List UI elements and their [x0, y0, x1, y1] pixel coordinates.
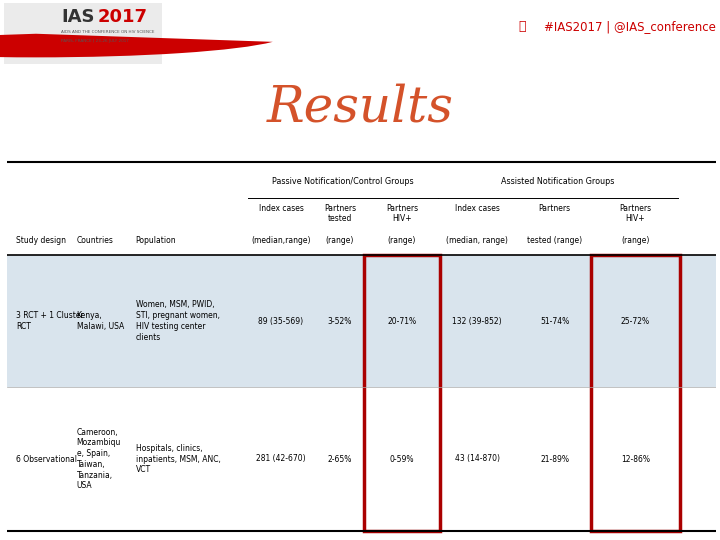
Bar [4, 3, 162, 64]
Text: Hospitals, clinics,
inpatients, MSM, ANC,
VCT: Hospitals, clinics, inpatients, MSM, ANC… [135, 444, 220, 474]
Text: (range): (range) [621, 236, 649, 245]
Text: (median,range): (median,range) [251, 236, 311, 245]
Text: 12-86%: 12-86% [621, 455, 650, 463]
Text: 2-65%: 2-65% [328, 455, 352, 463]
Text: Passive Notification/Control Groups: Passive Notification/Control Groups [272, 177, 414, 186]
Text: Index cases: Index cases [258, 204, 303, 213]
Bar [591, 255, 680, 531]
Text: Results: Results [266, 83, 454, 132]
Text: tested (range): tested (range) [527, 236, 582, 245]
Text: 132 (39-852): 132 (39-852) [452, 316, 502, 326]
Text: 43 (14-870): 43 (14-870) [454, 455, 500, 463]
Text: Partners
HIV+: Partners HIV+ [386, 204, 418, 223]
Text: Partners
HIV+: Partners HIV+ [619, 204, 652, 223]
Text: Women, MSM, PWID,
STI, pregnant women,
HIV testing center
clients: Women, MSM, PWID, STI, pregnant women, H… [135, 300, 220, 342]
Text: (range): (range) [325, 236, 354, 245]
Text: 89 (35-569): 89 (35-569) [258, 316, 304, 326]
Text: 25-72%: 25-72% [621, 316, 650, 326]
Text: #IAS2017 | @IAS_conference: #IAS2017 | @IAS_conference [544, 21, 716, 33]
Text: Partners
tested: Partners tested [324, 204, 356, 223]
Text: 3-52%: 3-52% [328, 316, 352, 326]
Bar [7, 387, 716, 531]
Text: Countries: Countries [77, 236, 114, 245]
Text: IAS: IAS [61, 8, 95, 25]
Bar [7, 255, 716, 387]
Wedge shape [0, 33, 273, 57]
Text: Kenya,
Malawi, USA: Kenya, Malawi, USA [77, 311, 124, 331]
Text: 🐦: 🐦 [518, 21, 526, 33]
Text: 21-89%: 21-89% [540, 455, 570, 463]
Bar [364, 255, 440, 531]
Text: 281 (42-670): 281 (42-670) [256, 455, 306, 463]
Text: Population: Population [135, 236, 176, 245]
Text: (median, range): (median, range) [446, 236, 508, 245]
Text: Partners: Partners [539, 204, 571, 213]
Text: AIDS AND THE CONFERENCE ON HIV SCIENCE: AIDS AND THE CONFERENCE ON HIV SCIENCE [61, 30, 155, 35]
Text: Assisted Notification Groups: Assisted Notification Groups [501, 177, 615, 186]
Text: Study design: Study design [17, 236, 66, 245]
Text: (range): (range) [387, 236, 416, 245]
Text: 3 RCT + 1 Cluster
RCT: 3 RCT + 1 Cluster RCT [17, 311, 84, 331]
Text: 2017: 2017 [97, 8, 147, 25]
Text: 0-59%: 0-59% [390, 455, 414, 463]
Text: PARIS, FRANCE | 23-26 JULY 2017: PARIS, FRANCE | 23-26 JULY 2017 [61, 39, 129, 43]
Text: 6 Observational: 6 Observational [17, 455, 78, 463]
Text: Index cases: Index cases [454, 204, 500, 213]
Text: Cameroon,
Mozambiqu
e, Spain,
Taiwan,
Tanzania,
USA: Cameroon, Mozambiqu e, Spain, Taiwan, Ta… [77, 428, 121, 490]
Text: 51-74%: 51-74% [540, 316, 570, 326]
Text: 20-71%: 20-71% [387, 316, 416, 326]
